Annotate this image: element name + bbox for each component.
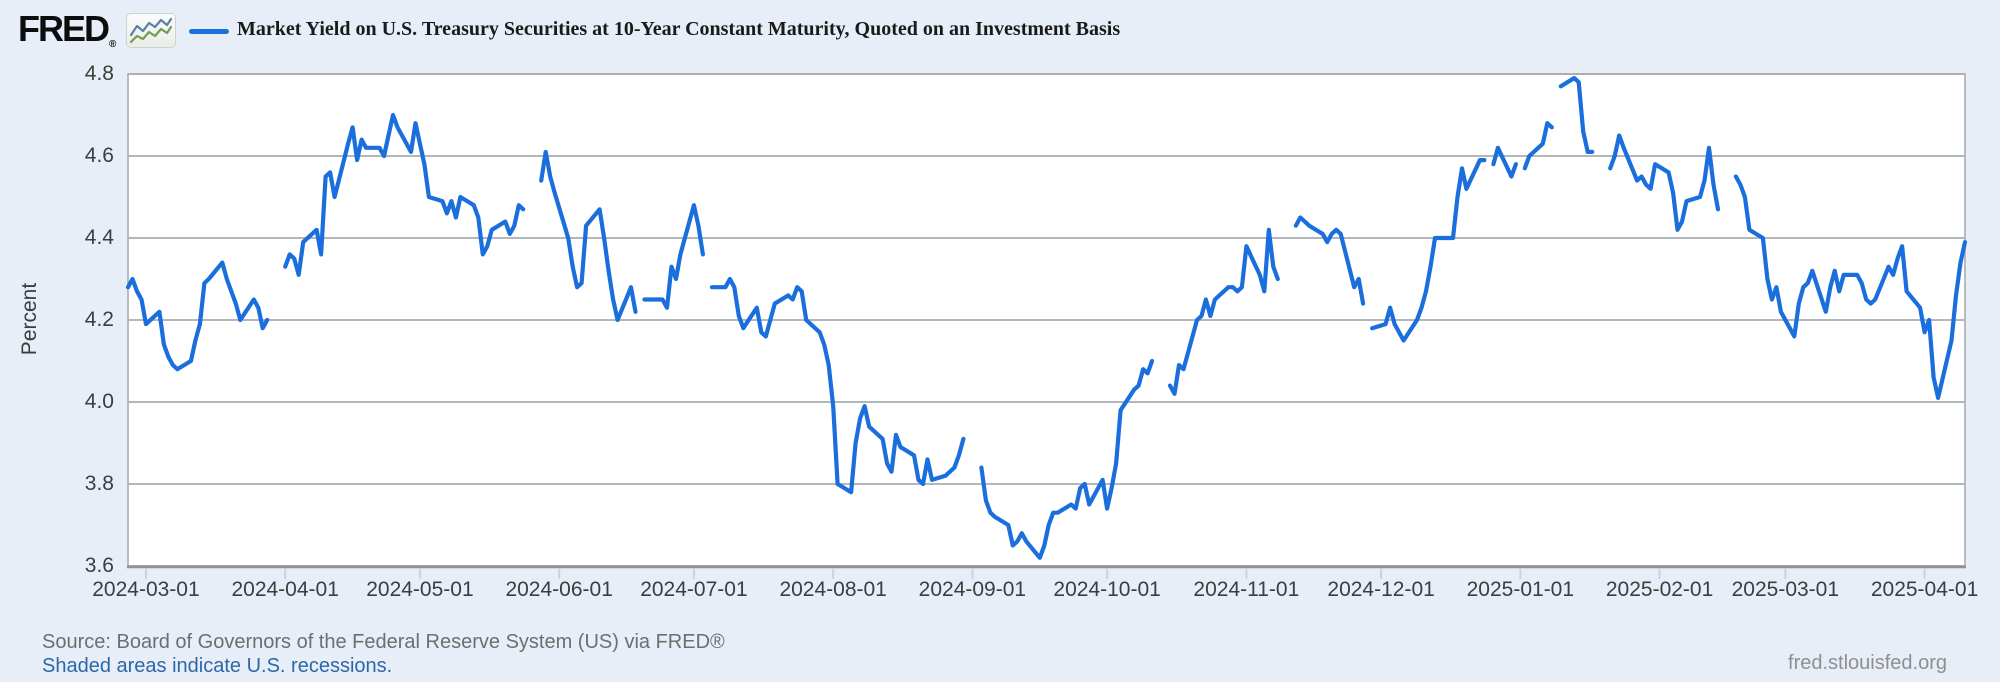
yield-series-line [1293, 215, 1366, 306]
series-legend-swatch [189, 29, 229, 34]
y-tick-label: 4.4 [84, 226, 114, 249]
y-tick-label: 3.6 [84, 554, 114, 577]
yield-series-line [1491, 145, 1519, 179]
x-tick-label: 2024-11-01 [1193, 578, 1300, 601]
y-tick-label: 4.2 [84, 308, 114, 331]
x-tick-label: 2024-04-01 [231, 578, 339, 601]
yield-series-line [979, 358, 1155, 560]
x-tick-label: 2025-01-01 [1466, 578, 1575, 601]
yield-series-line [1167, 227, 1280, 396]
x-tick-label: 2025-03-01 [1731, 578, 1840, 601]
yield-series-line [539, 149, 638, 323]
x-tick-label: 2024-09-01 [918, 578, 1027, 601]
x-tick-label: 2025-04-01 [1870, 578, 1979, 601]
yield-series-line [1558, 75, 1595, 154]
source-attribution: Source: Board of Governors of the Federa… [42, 631, 725, 653]
yield-series-line [125, 260, 270, 372]
y-tick-label: 4.8 [84, 62, 114, 85]
fred-site-link[interactable]: fred.stlouisfed.org [1788, 652, 1947, 674]
yield-series-line [642, 203, 706, 310]
yield-series-line [283, 112, 526, 277]
fred-logo[interactable]: FRED® [18, 8, 117, 50]
recession-note-link[interactable]: Shaded areas indicate U.S. recessions. [42, 655, 393, 677]
y-tick-label: 3.8 [84, 472, 114, 495]
fred-logo-text: FRED [18, 8, 110, 49]
yield-series-line [1608, 133, 1721, 232]
x-tick-label: 2024-12-01 [1327, 578, 1435, 601]
registered-trademark-icon: ® [109, 39, 117, 50]
y-tick-label: 4.6 [84, 144, 114, 167]
yield-series-line [1522, 121, 1554, 171]
fred-logo-chart-icon [126, 13, 176, 48]
yield-series-line [709, 276, 966, 495]
x-tick-label: 2024-06-01 [505, 578, 613, 601]
x-tick-label: 2025-02-01 [1605, 578, 1714, 601]
yield-series-line [1733, 174, 1968, 400]
y-axis-label: Percent [18, 282, 41, 356]
y-tick-label: 4.0 [84, 390, 114, 413]
x-tick-label: 2024-08-01 [779, 578, 887, 601]
x-tick-label: 2024-05-01 [366, 578, 474, 601]
x-tick-label: 2024-03-01 [92, 578, 200, 601]
chart-title: Market Yield on U.S. Treasury Securities… [237, 18, 1121, 40]
x-tick-label: 2024-10-01 [1053, 578, 1161, 601]
yield-series-line [1369, 158, 1487, 343]
x-tick-label: 2024-07-01 [640, 578, 748, 601]
